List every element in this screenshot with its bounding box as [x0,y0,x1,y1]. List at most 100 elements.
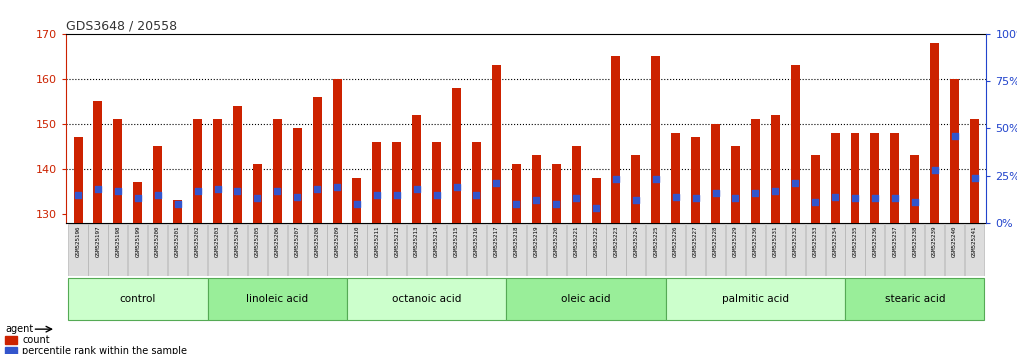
Bar [651,56,660,223]
Text: linoleic acid: linoleic acid [246,294,308,304]
Bar [791,65,799,223]
Bar [751,119,760,223]
Point [270,188,286,194]
Point [508,201,525,207]
Point [428,192,444,198]
Text: GSM525224: GSM525224 [634,225,639,257]
FancyBboxPatch shape [626,224,646,275]
FancyBboxPatch shape [726,224,745,275]
Bar [453,88,461,223]
Point [866,195,883,201]
Bar [811,155,820,223]
Point [289,194,305,199]
Bar [393,142,402,223]
Bar [432,142,441,223]
FancyBboxPatch shape [686,224,705,275]
FancyBboxPatch shape [267,224,287,275]
FancyBboxPatch shape [327,224,347,275]
Point [667,194,683,199]
Text: GSM525198: GSM525198 [115,225,120,257]
Text: oleic acid: oleic acid [561,294,611,304]
Bar [312,97,321,223]
Point [189,188,205,194]
Point [249,195,265,201]
Point [328,184,345,190]
Bar [532,155,541,223]
FancyBboxPatch shape [566,224,586,275]
Text: GSM525221: GSM525221 [574,225,579,257]
FancyBboxPatch shape [666,278,845,320]
Point [807,199,824,205]
Bar [114,119,122,223]
Text: GSM525215: GSM525215 [454,225,459,257]
Text: count: count [22,335,50,345]
Bar [551,164,560,223]
FancyBboxPatch shape [766,224,785,275]
FancyBboxPatch shape [207,224,227,275]
FancyBboxPatch shape [467,224,486,275]
Bar [333,79,342,223]
FancyBboxPatch shape [288,224,307,275]
Point [687,195,704,201]
FancyBboxPatch shape [506,224,526,275]
FancyBboxPatch shape [905,224,924,275]
Text: GSM525196: GSM525196 [75,225,80,257]
FancyBboxPatch shape [786,224,804,275]
Text: GSM525218: GSM525218 [514,225,519,257]
Bar [632,155,641,223]
Bar [293,128,302,223]
FancyBboxPatch shape [387,224,407,275]
Text: GSM525230: GSM525230 [753,225,758,257]
Text: GSM525240: GSM525240 [952,225,957,257]
Bar [5,336,17,344]
FancyBboxPatch shape [646,224,665,275]
Bar [193,119,202,223]
Bar [154,146,163,223]
Bar [950,79,959,223]
FancyBboxPatch shape [307,224,326,275]
Bar [910,155,919,223]
Point [309,186,325,192]
Point [648,177,664,182]
Bar [412,115,421,223]
Bar [512,164,521,223]
Text: GSM525231: GSM525231 [773,225,778,257]
Text: control: control [120,294,156,304]
Point [448,184,465,190]
Text: GSM525206: GSM525206 [275,225,280,257]
Point [89,186,106,192]
FancyBboxPatch shape [865,224,885,275]
Bar [711,124,720,223]
Bar [372,142,381,223]
Point [966,175,982,181]
FancyBboxPatch shape [188,224,207,275]
Point [110,188,126,194]
FancyBboxPatch shape [965,224,984,275]
FancyBboxPatch shape [487,224,506,275]
Point [887,195,903,201]
FancyBboxPatch shape [347,278,506,320]
Bar [572,146,581,223]
Text: GSM525213: GSM525213 [414,225,419,257]
FancyBboxPatch shape [68,278,207,320]
Text: GSM525205: GSM525205 [255,225,260,257]
Text: GSM525232: GSM525232 [792,225,797,257]
Text: GSM525210: GSM525210 [355,225,359,257]
FancyBboxPatch shape [207,278,347,320]
Bar [592,178,600,223]
FancyBboxPatch shape [88,224,108,275]
Bar [970,119,979,223]
Point [409,186,425,192]
FancyBboxPatch shape [447,224,466,275]
Text: GSM525204: GSM525204 [235,225,240,257]
FancyBboxPatch shape [427,224,446,275]
Text: GSM525235: GSM525235 [852,225,857,257]
Point [747,190,764,195]
Text: GSM525233: GSM525233 [813,225,818,257]
Bar [472,142,481,223]
Bar [353,178,361,223]
Point [627,198,644,203]
Bar [233,106,242,223]
Text: GSM525219: GSM525219 [534,225,539,257]
Point [210,186,226,192]
